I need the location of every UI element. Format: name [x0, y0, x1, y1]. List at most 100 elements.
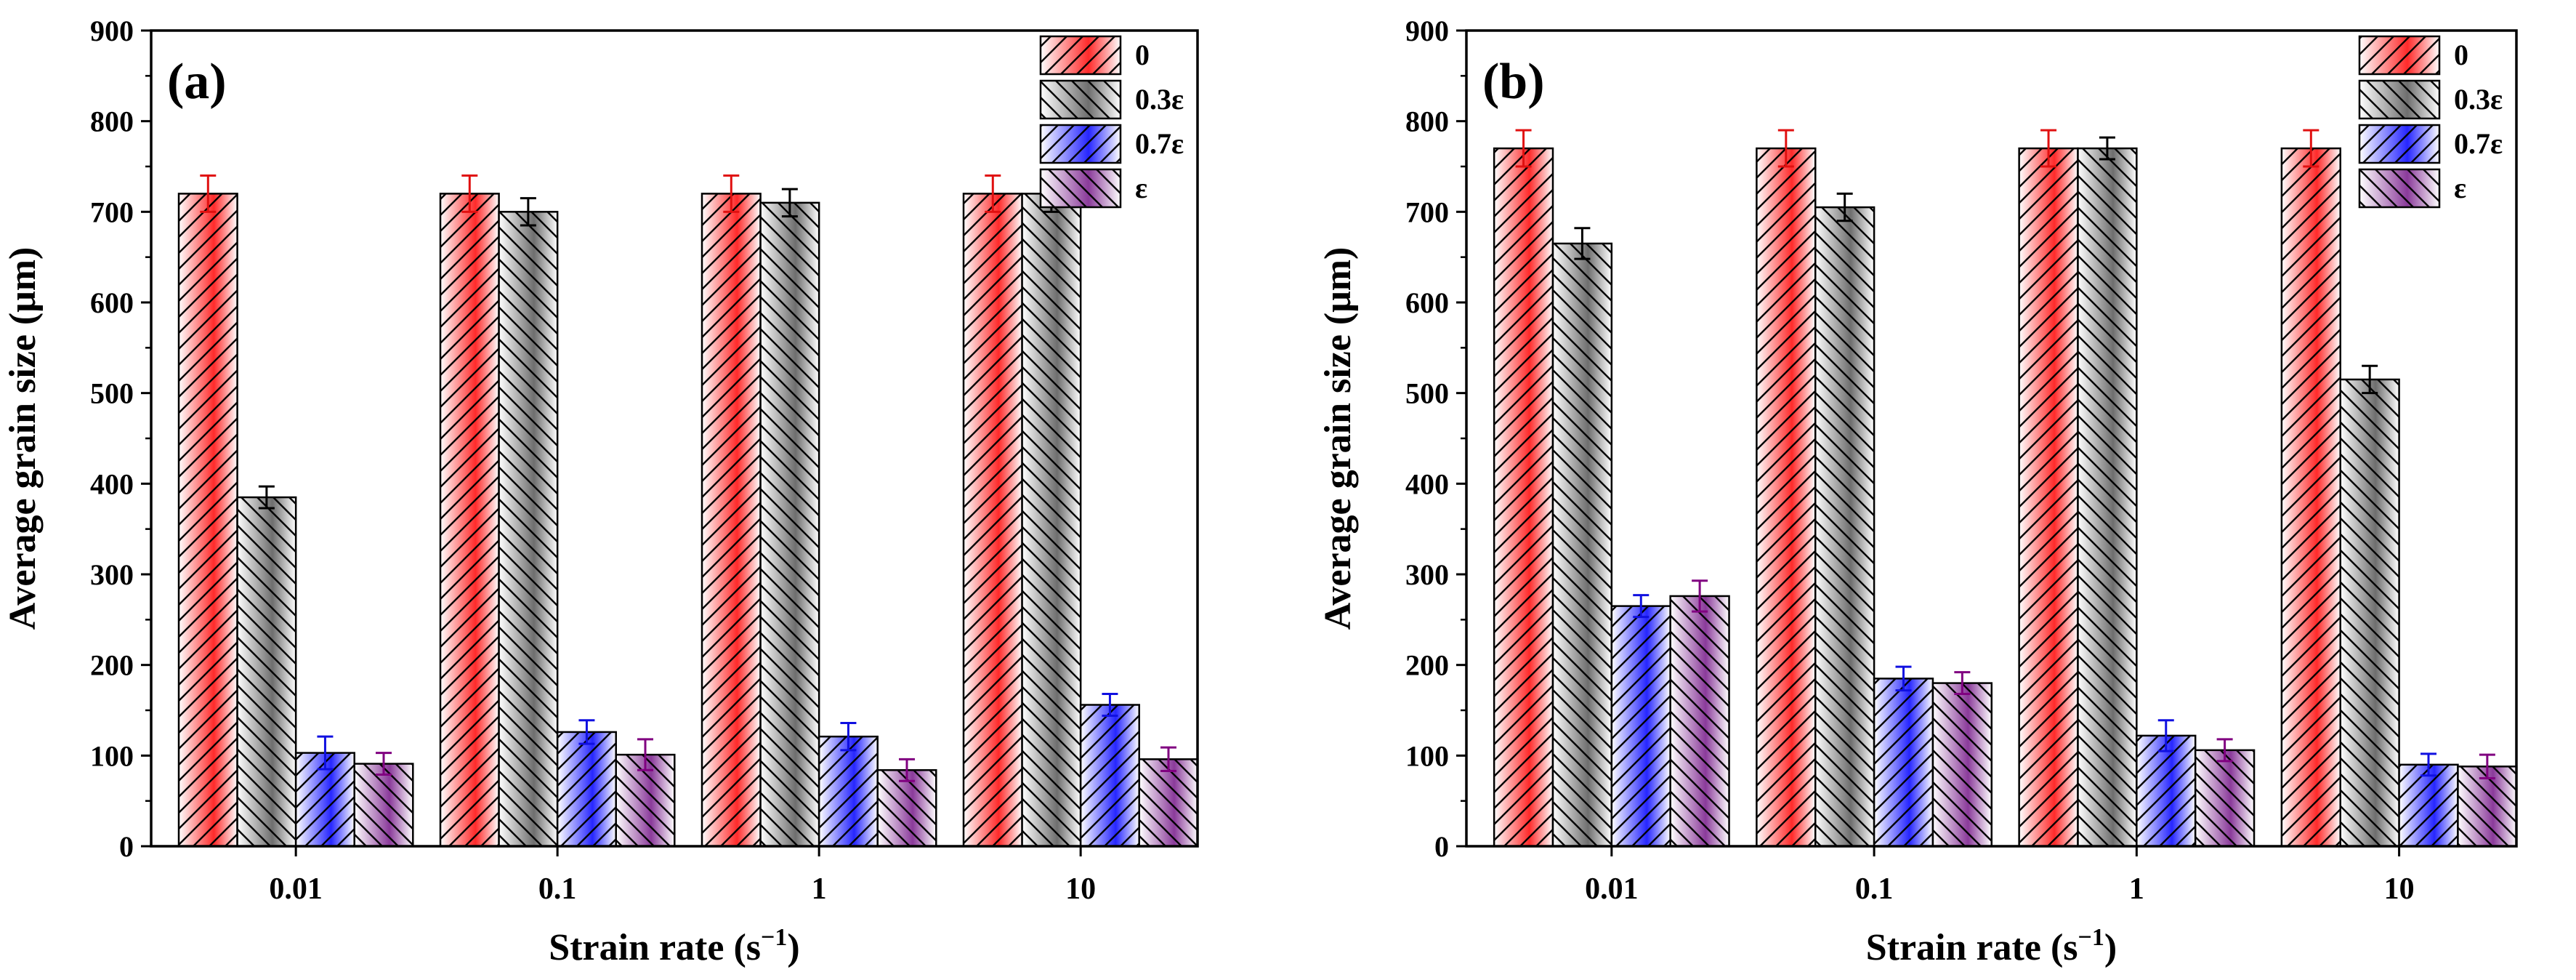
error-bar-0.3ε-0.1 [520, 197, 536, 227]
error-bar-0-10 [985, 174, 1001, 213]
y-tick-label: 0 [119, 830, 134, 863]
bar-hatch-ε-1 [2194, 749, 2256, 848]
legend-swatch-hatch-0 [1039, 35, 1122, 76]
legend-label-0.3ε: 0.3ε [1135, 83, 1184, 116]
y-tick-label: 100 [90, 739, 134, 772]
legend-swatch-hatch-0 [2358, 35, 2441, 76]
bar-hatch-ε-0.01 [1669, 595, 1730, 848]
error-bar-0.7ε-0.01 [317, 735, 334, 771]
legend-swatch-hatch-ε [2358, 168, 2441, 209]
x-tick-label: 0.01 [269, 872, 323, 906]
y-tick-label: 800 [90, 105, 134, 138]
bar-hatch-0.3ε-0.1 [498, 211, 559, 848]
legend-label-0.7ε: 0.7ε [1135, 127, 1184, 160]
legend-swatch-hatch-0.7ε [2358, 124, 2441, 164]
bar-hatch-0-10 [2280, 147, 2341, 848]
error-bar-0.3ε-0.01 [1574, 227, 1591, 260]
bar-hatch-0-0.1 [1756, 147, 1817, 848]
y-tick-label: 100 [1405, 739, 1449, 772]
y-axis-label: Average grain size (μm) [2, 247, 44, 630]
x-tick-label: 0.1 [538, 872, 577, 906]
legend-label-0.3ε: 0.3ε [2454, 83, 2503, 116]
error-bar-0.7ε-0.1 [1895, 665, 1912, 692]
y-tick-label: 200 [90, 649, 134, 682]
x-tick-label: 0.1 [1855, 872, 1894, 906]
bar-hatch-0-1 [2018, 147, 2079, 848]
error-bar-ε-0.01 [376, 752, 392, 776]
legend-swatch-hatch-0.3ε [1039, 79, 1122, 120]
bar-hatch-0-10 [962, 193, 1023, 848]
error-bar-0.3ε-10 [2362, 364, 2378, 395]
error-bar-ε-10 [2479, 753, 2495, 779]
error-bar-0-0.01 [1515, 129, 1532, 168]
error-bar-0.7ε-0.1 [578, 719, 595, 745]
y-tick-label: 400 [90, 467, 134, 500]
error-bar-0.7ε-1 [840, 721, 857, 752]
panel-a-chart: 0 100 200 300 400 500 600 700 800 900 0.01 0.1 1 10 St… [2, 15, 1199, 968]
x-tick-label: 1 [2129, 872, 2144, 906]
error-bar-0-0.01 [200, 174, 217, 213]
x-axis-label: Strain rate (s−1) [549, 924, 799, 968]
y-tick-label: 600 [90, 286, 134, 319]
bar-hatch-0.7ε-1 [817, 735, 879, 848]
bar-hatch-0.3ε-0.01 [236, 496, 297, 848]
bar-hatch-0.3ε-1 [2077, 147, 2138, 848]
x-tick-label: 10 [1065, 872, 1096, 906]
error-bar-0-0.1 [1777, 129, 1794, 168]
y-tick-label: 800 [1405, 105, 1449, 138]
x-tick-label: 0.01 [1585, 872, 1639, 906]
bar-hatch-ε-1 [876, 769, 937, 848]
bar-hatch-0.7ε-10 [2398, 763, 2459, 848]
x-axis-label: Strain rate (s−1) [1866, 924, 2117, 968]
y-tick-label: 0 [1434, 830, 1449, 863]
panel-label: (a) [167, 54, 227, 110]
error-bar-0-1 [2040, 129, 2057, 168]
bar-hatch-0.7ε-0.1 [556, 731, 617, 848]
legend-label-0: 0 [1135, 39, 1150, 71]
error-bar-ε-0.1 [1954, 671, 1971, 696]
y-tick-label: 300 [90, 558, 134, 591]
y-axis-label: Average grain size (μm) [1317, 247, 1359, 630]
bar-hatch-0.7ε-0.01 [1610, 605, 1671, 848]
error-bar-ε-10 [1160, 746, 1177, 773]
error-bar-0.7ε-1 [2157, 719, 2174, 752]
y-tick-label: 900 [1405, 15, 1449, 47]
error-bar-ε-1 [2216, 738, 2233, 763]
x-tick-label: 1 [812, 872, 827, 906]
legend-label-0: 0 [2454, 39, 2468, 71]
y-tick-label: 500 [90, 377, 134, 410]
legend-swatch-hatch-0.3ε [2358, 79, 2441, 120]
panel-label: (b) [1482, 54, 1545, 110]
error-bar-0.3ε-1 [2099, 136, 2115, 161]
bar-hatch-0.3ε-1 [759, 201, 820, 848]
error-bar-0.3ε-1 [781, 188, 798, 218]
y-tick-label: 700 [1405, 196, 1449, 228]
bar-hatch-ε-0.01 [353, 763, 414, 848]
bar-hatch-0-0.1 [439, 193, 500, 848]
x-tick-label: 10 [2384, 872, 2415, 906]
bar-hatch-0.3ε-0.1 [1814, 206, 1876, 848]
error-bar-0.3ε-0.1 [1836, 192, 1853, 222]
bar-hatch-0.3ε-10 [2339, 378, 2400, 848]
legend-label-ε: ε [2454, 172, 2466, 204]
panel-b-chart: 0 100 200 300 400 500 600 700 800 900 0.01 0.1 1 10 St… [1317, 15, 2518, 968]
error-bar-ε-0.01 [1692, 579, 1708, 613]
bar-hatch-0-0.01 [177, 193, 238, 848]
y-tick-label: 700 [90, 196, 134, 228]
legend-label-ε: ε [1135, 172, 1147, 204]
bar-hatch-0.7ε-0.1 [1873, 678, 1934, 848]
error-bar-0.7ε-0.01 [1633, 594, 1650, 619]
error-bar-0-0.1 [461, 174, 478, 213]
bar-hatch-ε-10 [1138, 758, 1199, 848]
legend-swatch-hatch-ε [1039, 168, 1122, 209]
error-bar-ε-1 [899, 758, 916, 782]
error-bar-0.7ε-10 [2420, 752, 2437, 777]
error-bar-0-1 [723, 174, 740, 213]
y-tick-label: 200 [1405, 649, 1449, 682]
y-tick-label: 600 [1405, 286, 1449, 319]
bar-hatch-0.7ε-10 [1079, 704, 1140, 848]
y-tick-label: 300 [1405, 558, 1449, 591]
bar-hatch-0.3ε-0.01 [1551, 242, 1613, 848]
y-tick-label: 400 [1405, 467, 1449, 500]
